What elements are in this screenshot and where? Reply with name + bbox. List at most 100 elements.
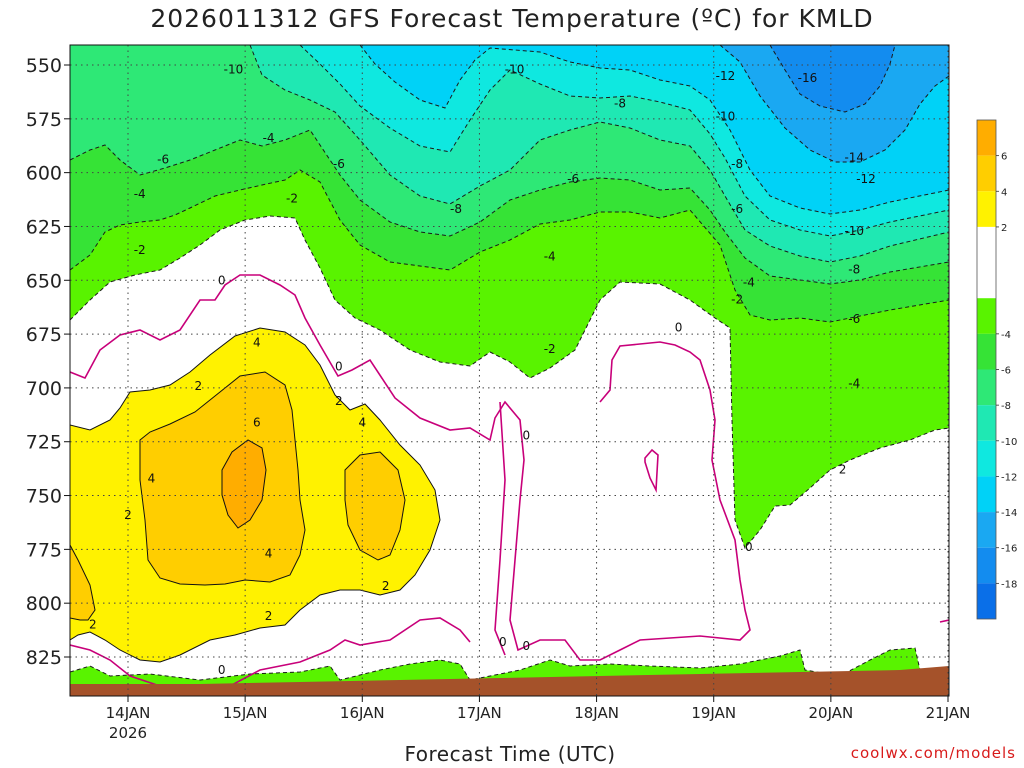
plot-area: -10 -10 -12 -16-8-10-4-6 -6 -8 -14-6 -12-4 -2-8-… bbox=[70, 45, 949, 696]
colorbar-bin bbox=[977, 226, 996, 299]
colorbar-bin bbox=[977, 512, 996, 548]
terrain bbox=[70, 666, 949, 696]
site-credit: coolwx.com/models bbox=[850, 744, 1016, 762]
colorbar-bin bbox=[977, 476, 996, 513]
band-plus4-plus6-east bbox=[345, 452, 405, 560]
contour-label: -4 bbox=[848, 377, 860, 391]
x-axis-title: Forecast Time (UTC) bbox=[404, 742, 616, 766]
contour-label: 4 bbox=[358, 415, 366, 429]
contour-label: 4 bbox=[148, 471, 156, 485]
contour-label: -2 bbox=[731, 293, 743, 307]
colorbar-tick-label: 6 bbox=[1001, 152, 1007, 163]
contour-label: 6 bbox=[253, 415, 261, 429]
colorbar-bin bbox=[977, 155, 996, 192]
x-tick-label: 20JAN bbox=[808, 704, 853, 722]
colorbar-tick-label: -10 bbox=[1001, 437, 1017, 448]
colorbar-bin bbox=[977, 120, 996, 156]
contour-label: 0 bbox=[745, 540, 753, 554]
contour-label: -14 bbox=[844, 151, 864, 165]
contour-label: -4 bbox=[544, 250, 556, 264]
contour-label: -8 bbox=[848, 263, 860, 277]
contour-label: 0 bbox=[522, 428, 530, 442]
colorbar-bin bbox=[977, 405, 996, 441]
x-axis: 14JAN 2026 15JAN 16JAN 17JAN 18JAN 19JAN 20JAN 2… bbox=[106, 696, 971, 742]
contour-label: 4 bbox=[265, 547, 273, 561]
band-plus6-plus8 bbox=[222, 440, 266, 528]
contour-label: -12 bbox=[716, 69, 736, 83]
y-tick-label: 700 bbox=[26, 378, 62, 400]
contours-positive bbox=[70, 327, 441, 663]
contour-label: 0 bbox=[218, 273, 226, 287]
contour-label: 2 bbox=[124, 508, 132, 522]
x-tick-label: 18JAN bbox=[574, 704, 619, 722]
colorbar-tick-label: -14 bbox=[1001, 508, 1017, 519]
contour-label: -10 bbox=[844, 224, 864, 238]
contour-label: -6 bbox=[157, 153, 169, 167]
contours-zero bbox=[70, 274, 949, 689]
x-tick-label: 14JAN bbox=[106, 704, 151, 722]
contour-labels: -10 -10 -12 -16-8-10-4-6 -6 -8 -14-6 -12-4 -2-8-… bbox=[89, 62, 876, 677]
contour-label: -4 bbox=[134, 187, 146, 201]
contour-label: -16 bbox=[798, 71, 818, 85]
colorbar-tick-label: -4 bbox=[1001, 330, 1011, 341]
colorbar-tick-label: -6 bbox=[1001, 366, 1011, 377]
colorbar-tick-label: -18 bbox=[1001, 579, 1017, 590]
x-tick-label: 19JAN bbox=[691, 704, 736, 722]
y-tick-label: 800 bbox=[26, 593, 62, 615]
colorbar-bin bbox=[977, 547, 996, 584]
y-tick-label: 600 bbox=[26, 163, 62, 185]
y-axis: 550 575 600 625 650 675 700 725 750 775 800 825 bbox=[26, 55, 70, 669]
contour-label: -10 bbox=[716, 110, 736, 124]
contour-label: -12 bbox=[856, 172, 876, 186]
y-tick-label: 725 bbox=[26, 432, 62, 454]
contour-label: -4 bbox=[743, 275, 755, 289]
x-tick-label: 17JAN bbox=[457, 704, 502, 722]
colorbar: 6 4 2 -4 -6 -8 -10 -12 -14 -16 -18 bbox=[976, 119, 1017, 620]
contour-label: -8 bbox=[450, 202, 462, 216]
contour-label: -6 bbox=[333, 157, 345, 171]
contour-label: -6 bbox=[567, 172, 579, 186]
y-tick-label: 825 bbox=[26, 647, 62, 669]
colorbar-bin bbox=[977, 369, 996, 406]
y-tick-label: 675 bbox=[26, 324, 62, 346]
y-tick-label: 650 bbox=[26, 270, 62, 292]
contour-label: -4 bbox=[263, 131, 275, 145]
colorbar-tick-label: -16 bbox=[1001, 544, 1017, 555]
contour-label: -2 bbox=[134, 243, 146, 257]
colorbar-tick-label: 2 bbox=[1001, 223, 1007, 234]
x-tick-sublabel: 2026 bbox=[109, 724, 147, 742]
colorbar-bin bbox=[977, 298, 996, 334]
contour-label: 2 bbox=[839, 463, 847, 477]
contour-label: -6 bbox=[848, 312, 860, 326]
contour-label: 0 bbox=[522, 639, 530, 653]
contour-label: 0 bbox=[218, 663, 226, 677]
contour-label: 4 bbox=[253, 336, 261, 350]
band-plus4-plus6-west bbox=[70, 545, 95, 620]
contour-label: 2 bbox=[89, 618, 97, 632]
y-tick-label: 775 bbox=[26, 539, 62, 561]
contour-label: 2 bbox=[194, 379, 202, 393]
contour-label: 0 bbox=[499, 635, 507, 649]
x-tick-label: 16JAN bbox=[340, 704, 385, 722]
colorbar-tick-label: 4 bbox=[1001, 187, 1007, 198]
colorbar-tick-label: -12 bbox=[1001, 472, 1017, 483]
band-minus16-minus18 bbox=[770, 45, 895, 112]
colorbar-bin bbox=[977, 333, 996, 370]
contour-label: 2 bbox=[335, 394, 343, 408]
contour-label: -8 bbox=[614, 97, 626, 111]
contour-label: -6 bbox=[731, 202, 743, 216]
y-tick-label: 625 bbox=[26, 216, 62, 238]
contour-label: 0 bbox=[335, 359, 343, 373]
x-tick-label: 21JAN bbox=[926, 704, 971, 722]
contour-label: 2 bbox=[265, 609, 273, 623]
y-tick-label: 550 bbox=[26, 55, 62, 77]
contour-label: -10 bbox=[505, 62, 525, 76]
colorbar-tick-label: -8 bbox=[1001, 401, 1011, 412]
y-tick-label: 750 bbox=[26, 486, 62, 508]
chart-title: 2026011312 GFS Forecast Temperature (ºC)… bbox=[150, 4, 874, 33]
contour-label: 2 bbox=[382, 579, 390, 593]
x-tick-label: 15JAN bbox=[223, 704, 268, 722]
gridlines bbox=[70, 45, 949, 696]
contour-label: -2 bbox=[544, 342, 556, 356]
